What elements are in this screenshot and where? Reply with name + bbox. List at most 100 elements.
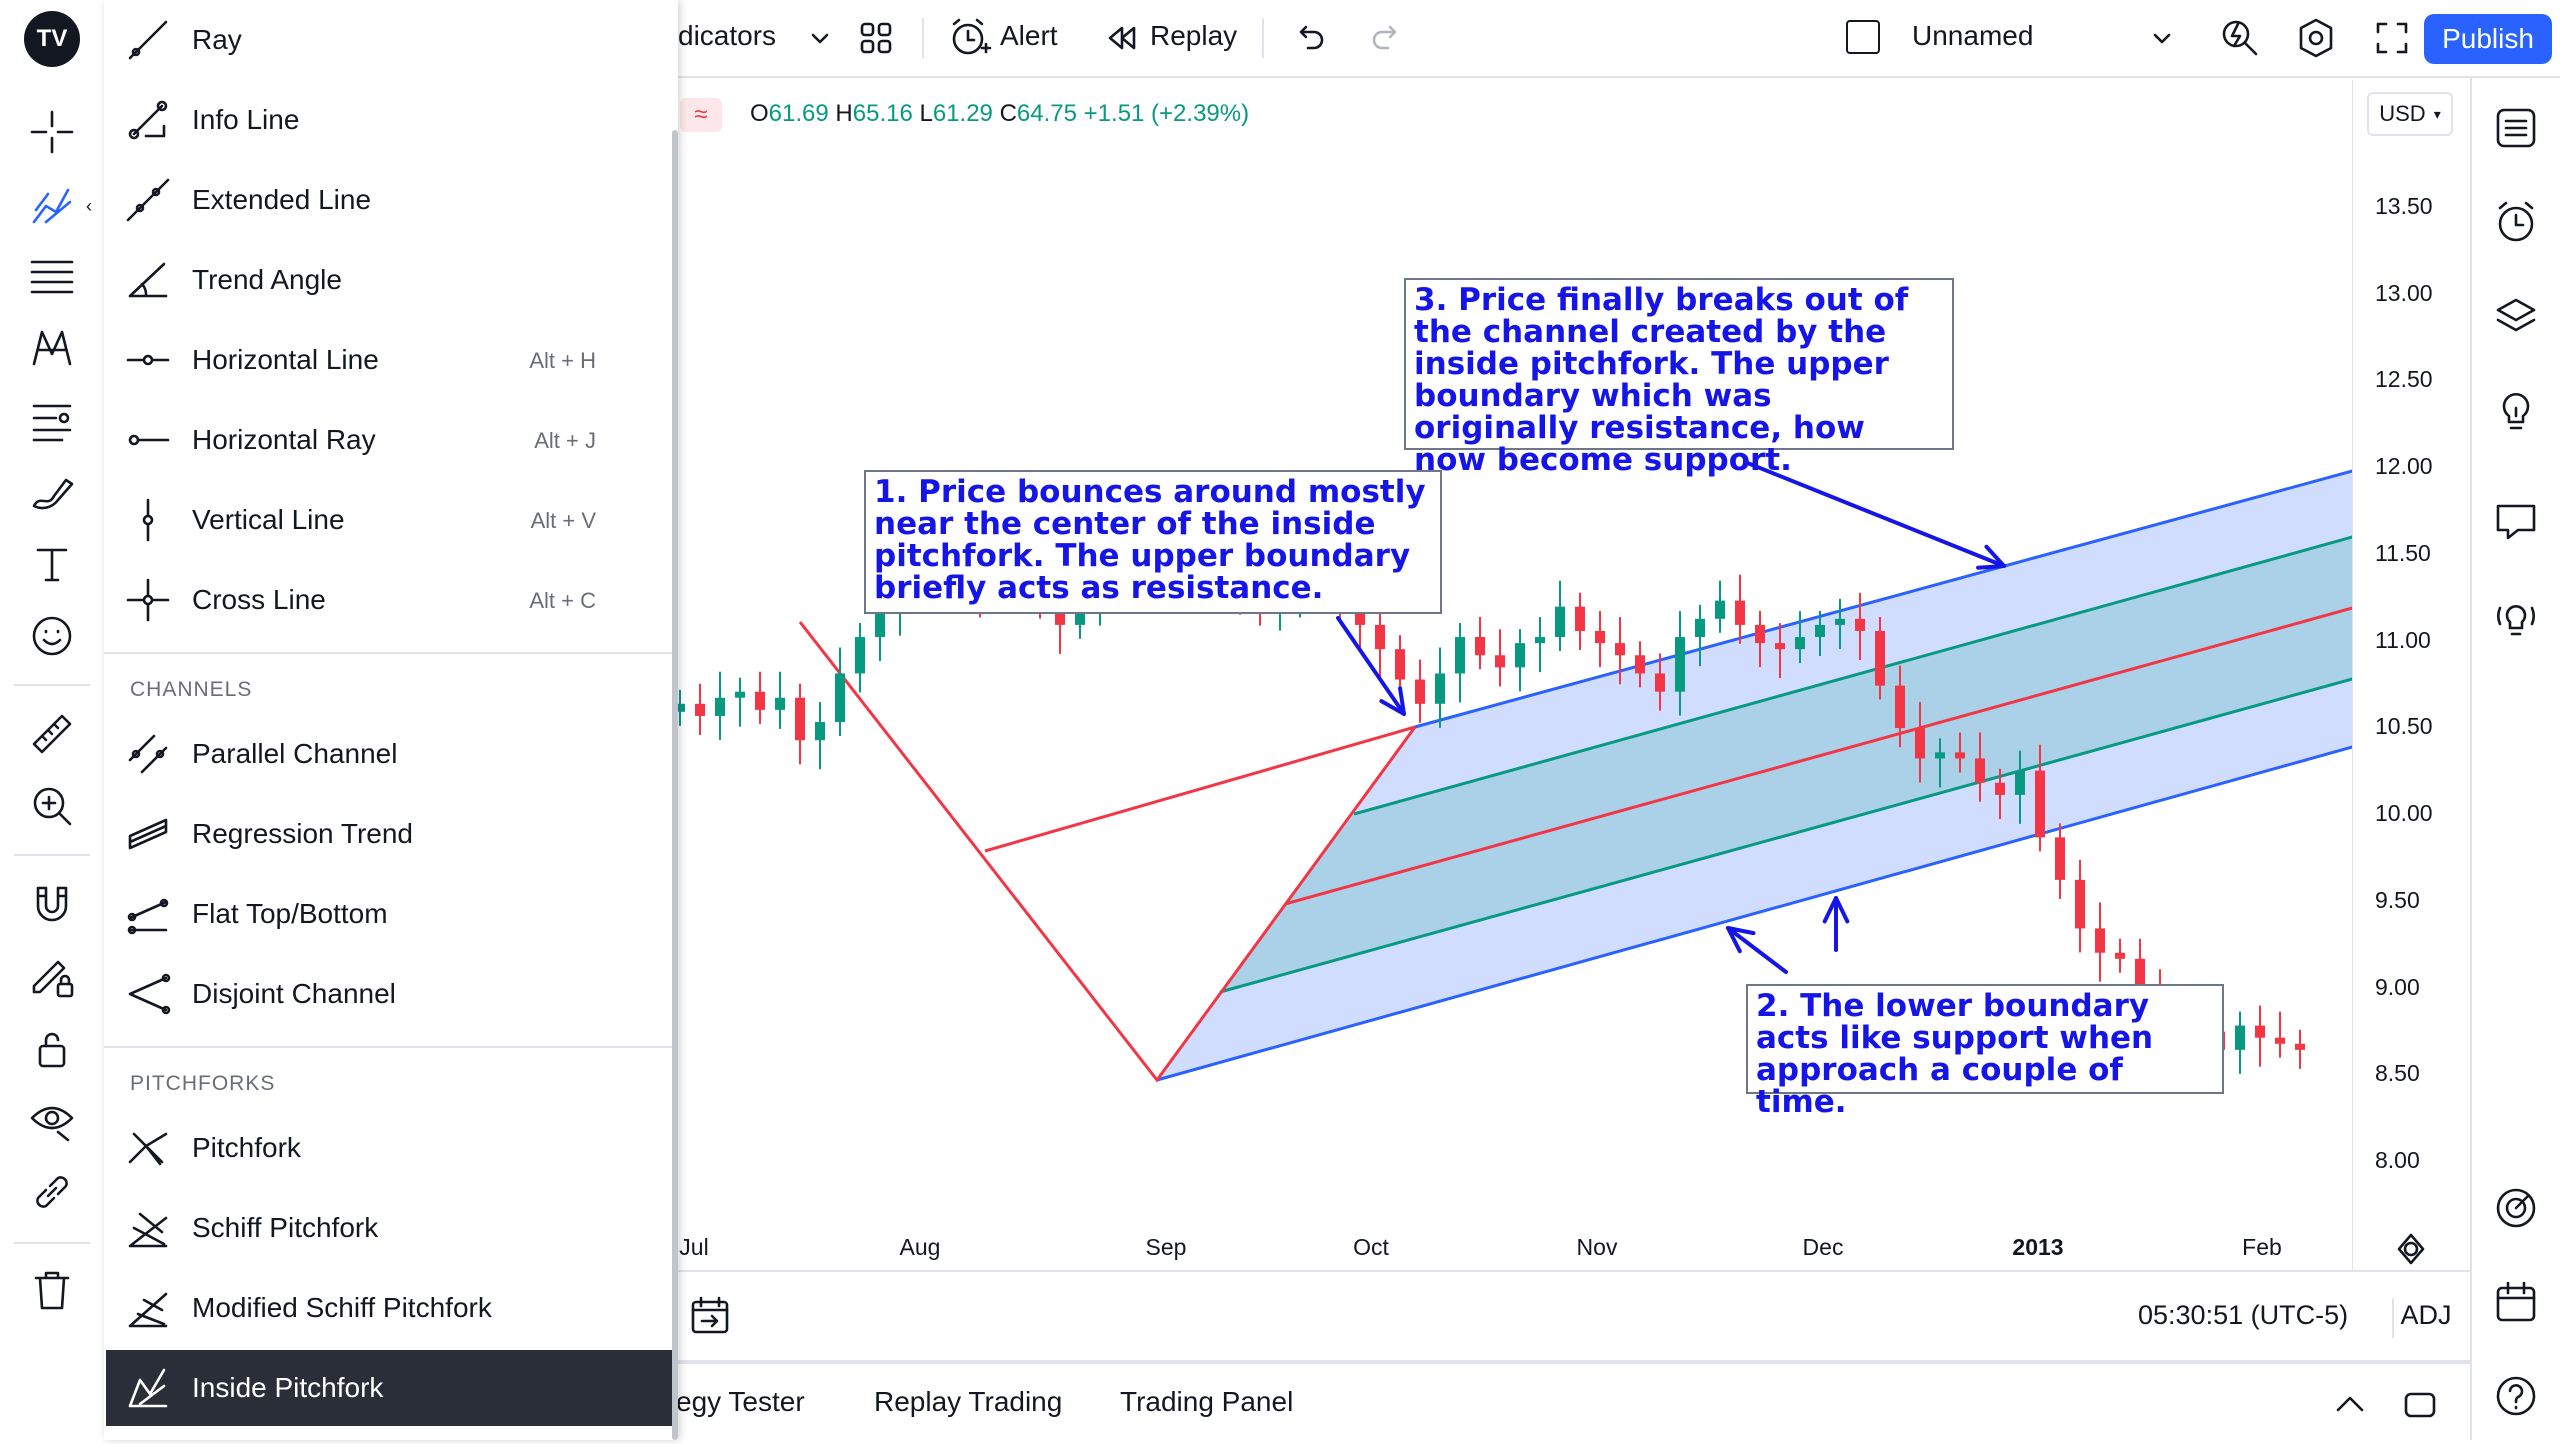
candle-body bbox=[1735, 600, 1745, 625]
alerts-clock-icon[interactable] bbox=[2482, 188, 2550, 256]
candle-body bbox=[775, 697, 785, 710]
axis-settings-icon[interactable] bbox=[2394, 1232, 2428, 1266]
redo-icon[interactable] bbox=[1366, 18, 1406, 58]
trash-icon[interactable] bbox=[18, 1256, 86, 1324]
lock-pencil-icon[interactable] bbox=[18, 942, 86, 1010]
chevron-down-icon[interactable] bbox=[2146, 22, 2178, 54]
help-icon[interactable] bbox=[2482, 1362, 2550, 1430]
alert-button[interactable]: Alert bbox=[1000, 20, 1058, 51]
chart-canvas[interactable] bbox=[676, 80, 2352, 1270]
annotation-arrow-1 bbox=[1336, 616, 1406, 716]
menu-item-ray[interactable]: Ray bbox=[106, 2, 672, 78]
tradingview-logo[interactable]: TV bbox=[18, 10, 86, 68]
annotation-note-3[interactable]: 3. Price finally breaks out of the chann… bbox=[1404, 278, 1954, 476]
publish-button[interactable]: Publish bbox=[2424, 14, 2552, 64]
eye-icon[interactable] bbox=[18, 1086, 86, 1154]
currency-select[interactable]: USD ▾ bbox=[2367, 92, 2453, 136]
chevron-down-icon[interactable] bbox=[804, 22, 836, 54]
target-icon[interactable] bbox=[2482, 1174, 2550, 1242]
menu-item-inside-pitchfork[interactable]: Inside Pitchfork bbox=[106, 1350, 672, 1426]
indicators-button[interactable]: dicators bbox=[678, 20, 777, 51]
layout-icon[interactable] bbox=[1846, 20, 1880, 54]
menu-item-regression-trend[interactable]: Regression Trend bbox=[106, 796, 672, 872]
maximize-panel-icon[interactable] bbox=[2398, 1382, 2442, 1426]
adj-toggle[interactable]: ADJ bbox=[2400, 1300, 2452, 1330]
annotation-note-1[interactable]: 1. Price bounces around mostly near the … bbox=[864, 470, 1442, 614]
flat-top-bottom-icon bbox=[124, 890, 172, 938]
high-value: 65.16 bbox=[852, 100, 913, 127]
menu-item-parallel-channel[interactable]: Parallel Channel bbox=[106, 716, 672, 792]
menu-item-trend-angle[interactable]: Trend Angle bbox=[106, 242, 672, 318]
layers-icon[interactable] bbox=[2482, 282, 2550, 350]
chevron-down-icon: ▾ bbox=[2433, 105, 2441, 122]
menu-item-schiff-pitchfork[interactable]: Schiff Pitchfork bbox=[106, 1190, 672, 1266]
modified-schiff-pitchfork-icon bbox=[124, 1284, 172, 1332]
menu-item-pitchfork[interactable]: Pitchfork bbox=[106, 1110, 672, 1186]
layout-name-button[interactable]: Unnamed bbox=[1912, 20, 2034, 51]
menu-item-horizontal-ray[interactable]: Horizontal Ray Alt + J bbox=[106, 402, 672, 478]
tab-replay-trading[interactable]: Replay Trading bbox=[874, 1386, 1063, 1417]
candle-body bbox=[1635, 655, 1645, 674]
quick-search-icon[interactable] bbox=[2218, 16, 2262, 60]
ruler-icon[interactable] bbox=[18, 700, 86, 768]
tab-strategy-tester[interactable]: egy Tester bbox=[676, 1386, 805, 1417]
prediction-icon[interactable] bbox=[18, 386, 86, 454]
unlock-icon[interactable] bbox=[18, 1014, 86, 1082]
streams-icon[interactable] bbox=[2482, 582, 2550, 650]
undo-icon[interactable] bbox=[1290, 18, 1330, 58]
ray-icon bbox=[124, 16, 172, 64]
replay-icon[interactable] bbox=[1102, 18, 1142, 58]
chevron-left-icon[interactable]: ‹ bbox=[86, 196, 92, 216]
candle-body bbox=[1675, 637, 1685, 692]
replay-button[interactable]: Replay bbox=[1150, 20, 1238, 51]
candle-body bbox=[1895, 685, 1905, 729]
inside-pitchfork-icon bbox=[124, 1364, 172, 1412]
annotation-arrow-3-head bbox=[1976, 544, 2006, 570]
pitchfork-tool-icon[interactable] bbox=[18, 170, 86, 238]
crosshair-icon[interactable] bbox=[18, 98, 86, 166]
menu-item-label: Regression Trend bbox=[192, 818, 414, 849]
candle-body bbox=[1775, 643, 1785, 650]
candle-body bbox=[1835, 618, 1845, 625]
menu-item-modified-schiff-pitchfork[interactable]: Modified Schiff Pitchfork bbox=[106, 1270, 672, 1346]
calendar-icon[interactable] bbox=[2482, 1268, 2550, 1336]
watchlist-icon[interactable] bbox=[2482, 94, 2550, 162]
candle-body bbox=[1375, 624, 1385, 650]
text-tool-icon[interactable] bbox=[18, 530, 86, 598]
menu-item-flat-top-bottom[interactable]: Flat Top/Bottom bbox=[106, 876, 672, 952]
tab-trading-panel[interactable]: Trading Panel bbox=[1120, 1386, 1294, 1417]
price-axis[interactable]: USD ▾ 13.50 13.00 12.50 12.00 11.50 11.00 10.50… bbox=[2352, 80, 2469, 1270]
ideas-bulb-icon[interactable] bbox=[2482, 376, 2550, 444]
chat-icon[interactable] bbox=[2482, 488, 2550, 556]
clock-text[interactable]: 05:30:51 (UTC-5) bbox=[2138, 1300, 2349, 1330]
menu-item-vertical-line[interactable]: Vertical Line Alt + V bbox=[106, 482, 672, 558]
price-axis-label: 8.00 bbox=[2375, 1147, 2420, 1173]
menu-item-disjoint-channel[interactable]: Disjoint Channel bbox=[106, 956, 672, 1032]
settings-gear-icon[interactable] bbox=[2294, 16, 2338, 60]
price-axis-label: 10.50 bbox=[2375, 713, 2433, 740]
pitchfork-pivot-lines bbox=[798, 621, 1417, 1083]
menu-item-info-line[interactable]: Info Line bbox=[106, 82, 672, 158]
emoji-icon[interactable] bbox=[18, 602, 86, 670]
toolbar-divider bbox=[14, 684, 90, 686]
templates-grid-icon[interactable] bbox=[856, 18, 896, 58]
indicator-wave-icon[interactable]: ≈ bbox=[680, 98, 722, 132]
patterns-icon[interactable] bbox=[18, 314, 86, 382]
magnet-icon[interactable] bbox=[18, 870, 86, 938]
brush-icon[interactable] bbox=[18, 458, 86, 526]
menu-item-horizontal-line[interactable]: Horizontal Line Alt + H bbox=[106, 322, 672, 398]
candle-body bbox=[1955, 752, 1965, 759]
fullscreen-icon[interactable] bbox=[2370, 16, 2414, 60]
link-icon[interactable] bbox=[18, 1158, 86, 1226]
dropdown-scrollbar[interactable] bbox=[672, 130, 678, 1440]
pitchfork-median-line bbox=[1284, 606, 2352, 906]
fib-retracement-icon[interactable] bbox=[18, 242, 86, 310]
alert-clock-icon[interactable] bbox=[948, 16, 992, 60]
menu-item-extended-line[interactable]: Extended Line bbox=[106, 162, 672, 238]
zoom-in-icon[interactable] bbox=[18, 772, 86, 840]
annotation-note-2[interactable]: 2. The lower boundary acts like support … bbox=[1746, 984, 2224, 1118]
menu-item-cross-line[interactable]: Cross Line Alt + C bbox=[106, 562, 672, 638]
go-to-date-icon[interactable] bbox=[688, 1294, 732, 1338]
candle-body bbox=[2055, 837, 2065, 880]
chevron-up-icon[interactable] bbox=[2328, 1382, 2372, 1426]
